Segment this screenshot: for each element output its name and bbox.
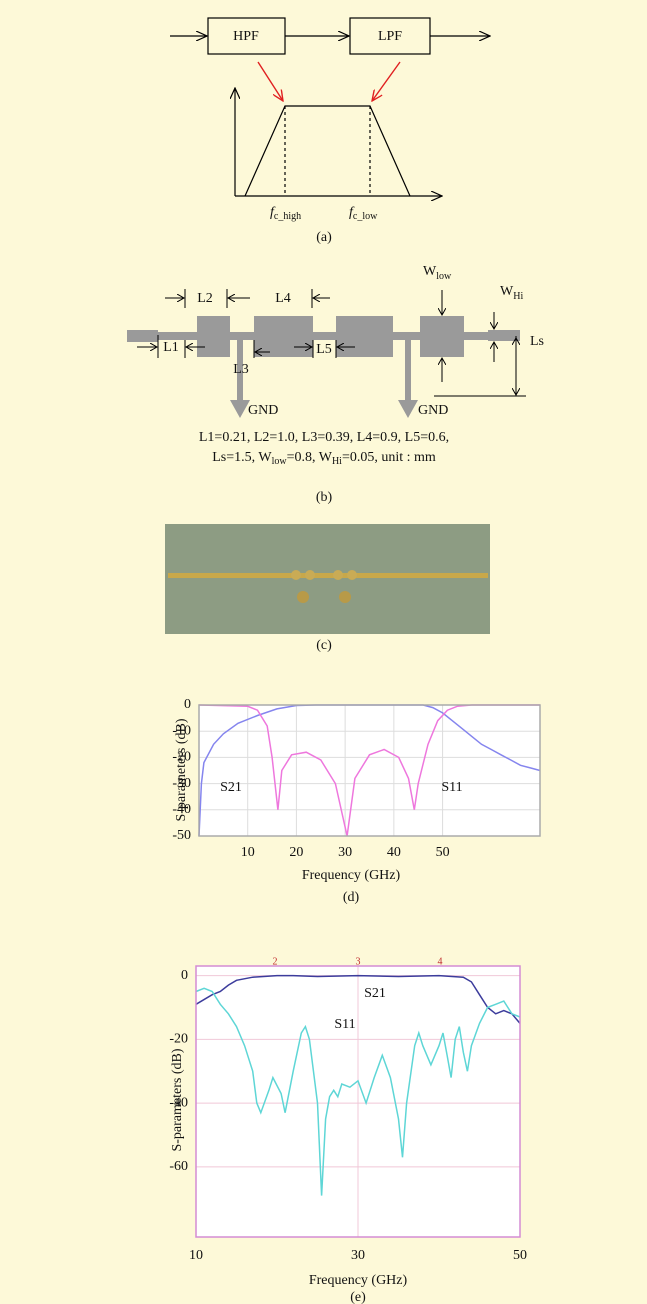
- x-axis-label: Frequency (GHz): [309, 1273, 408, 1288]
- w: W: [423, 264, 437, 279]
- pad: [305, 570, 315, 580]
- y-tick-label: -40: [172, 802, 191, 817]
- series-line: [198, 704, 541, 837]
- y-tick-label: -20: [169, 1032, 188, 1047]
- part: =0.8, W: [287, 450, 333, 465]
- sub: c_high: [274, 211, 301, 222]
- pad: [254, 316, 313, 357]
- caption: (b): [316, 490, 333, 505]
- dim-label: L2: [197, 291, 213, 306]
- series-line: [195, 987, 521, 1196]
- x-axis-label: Frequency (GHz): [302, 868, 401, 883]
- via: [297, 591, 309, 603]
- red-arrow: [372, 61, 401, 101]
- pad: [420, 316, 464, 357]
- trace: [168, 573, 488, 578]
- width-label: WHi: [500, 284, 523, 302]
- parameters: Ls=1.5, Wlow=0.8, WHi=0.05, unit : mm: [212, 450, 436, 467]
- sub: Hi: [513, 291, 523, 302]
- sub: low: [436, 271, 452, 282]
- sub: low: [272, 456, 288, 467]
- gnd-label: GND: [418, 403, 448, 418]
- pad: [333, 570, 343, 580]
- y-tick-label: -20: [172, 750, 191, 765]
- plot-frame: [198, 704, 541, 837]
- marker-label: 3: [356, 956, 361, 967]
- series-label: S21: [364, 986, 386, 1001]
- y-axis-label: S-parameters (dB): [174, 718, 189, 821]
- series-label: S11: [334, 1017, 355, 1032]
- caption: (a): [316, 230, 332, 245]
- pad: [197, 316, 230, 357]
- panel-c: (c): [165, 524, 490, 653]
- red-arrow: [257, 61, 283, 101]
- caption: (d): [343, 890, 360, 905]
- dimension-lines: [137, 289, 526, 397]
- gnd-arrow: [230, 337, 250, 418]
- x-tick-label: 50: [436, 845, 450, 860]
- width-label: Wlow: [423, 264, 452, 282]
- sub: Hi: [332, 456, 342, 467]
- parameters: L1=0.21, L2=1.0, L3=0.39, L4=0.9, L5=0.6…: [199, 430, 449, 445]
- response: [244, 105, 411, 197]
- chart: 0 -20 -40 -60 10 30 50 S21 S11 2 3 4 Frequency (GHz)…: [169, 956, 527, 1304]
- pad: [291, 570, 301, 580]
- photo: [165, 524, 490, 634]
- w: W: [500, 284, 514, 299]
- caption: (e): [350, 1290, 366, 1304]
- series-label: S11: [441, 780, 462, 795]
- y-axis-label: S-parameters (dB): [170, 1048, 185, 1151]
- stub: [488, 330, 520, 341]
- line: [158, 332, 488, 340]
- pad: [347, 570, 357, 580]
- plot-area: [199, 705, 540, 836]
- x-tick-label: 50: [513, 1248, 527, 1263]
- series-line: [195, 974, 521, 1024]
- panel-a: HPF LPF fc_high fc_low (a): [170, 17, 490, 245]
- feed: [127, 330, 158, 342]
- via: [339, 591, 351, 603]
- dim-label: L4: [275, 291, 291, 306]
- panel-b: L2 L4 L1 L3 L5 Ls Wlow WHi GND GND L1=0.…: [127, 264, 544, 505]
- y-tick-label: 0: [181, 968, 188, 983]
- caption: (c): [316, 638, 332, 653]
- x-tick-label: 30: [338, 845, 352, 860]
- dim-label: L5: [316, 342, 332, 357]
- y-tick-label: -10: [172, 723, 191, 738]
- y-tick-label: 0: [184, 697, 191, 712]
- y-tick-label: -50: [172, 828, 191, 843]
- series-label: S21: [220, 780, 242, 795]
- cutoff-label: fc_high: [270, 205, 301, 222]
- sub: c_low: [353, 211, 378, 222]
- y-tick-label: -60: [169, 1159, 188, 1174]
- x-tick-label: 30: [351, 1248, 365, 1263]
- x-tick-label: 20: [289, 845, 303, 860]
- marker-label: 2: [273, 956, 278, 967]
- part: Ls=1.5, W: [212, 450, 272, 465]
- x-tick-label: 40: [387, 845, 401, 860]
- gnd-label: GND: [248, 403, 278, 418]
- y-tick-label: -40: [169, 1095, 188, 1110]
- x-tick-label: 10: [189, 1248, 203, 1263]
- dim-label: L1: [163, 340, 179, 355]
- series-line: [198, 704, 540, 837]
- plot-frame: [195, 965, 521, 1238]
- block-label: LPF: [378, 29, 402, 44]
- dim-label: Ls: [530, 334, 544, 349]
- chart: 0 -10 -20 -30 -40 -50 10 20 30 40 50 S21 S11 Frequenc…: [172, 697, 541, 905]
- block-label: HPF: [233, 29, 259, 44]
- part: =0.05, unit : mm: [342, 450, 436, 465]
- pad: [336, 316, 393, 357]
- y-tick-label: -30: [172, 776, 191, 791]
- f: f: [349, 205, 355, 220]
- dim-label: L3: [233, 362, 249, 377]
- gnd-arrow: [398, 337, 418, 418]
- marker-label: 4: [438, 956, 443, 967]
- cutoff-label: fc_low: [349, 205, 378, 222]
- f: f: [270, 205, 276, 220]
- x-tick-label: 10: [241, 845, 255, 860]
